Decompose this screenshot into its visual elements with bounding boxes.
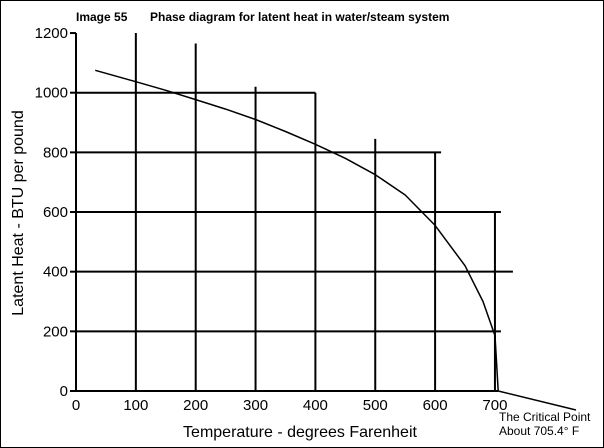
y-tick-label-1000: 1000	[35, 85, 68, 102]
axes	[70, 32, 499, 392]
x-tick-label-0: 0	[72, 397, 80, 414]
series-layer	[94, 69, 499, 392]
x-tick-label-200: 200	[183, 397, 208, 414]
x-tick-labels: 0 100 200 300 400 500 600 700	[72, 397, 508, 414]
series-line-0	[94, 69, 499, 392]
y-tick-label-600: 600	[43, 204, 68, 221]
x-tick-label-700: 700	[482, 397, 507, 414]
y-tick-labels: 0 200 400 600 800 1000 1200	[35, 25, 68, 400]
chart-title: Phase diagram for latent heat in water/s…	[150, 10, 449, 24]
critical-point-label-0: The Critical Point	[499, 410, 591, 424]
x-tick-label-600: 600	[423, 397, 448, 414]
y-axis-label: Latent Heat - BTU per pound	[10, 110, 27, 315]
x-axis-label: Temperature - degrees Farenheit	[183, 424, 417, 441]
chart-title-prefix: Image 55	[76, 10, 128, 24]
y-tick-label-1200: 1200	[35, 25, 68, 42]
y-tick-label-400: 400	[43, 264, 68, 281]
x-tick-label-500: 500	[363, 397, 388, 414]
y-tick-label-0: 0	[60, 383, 68, 400]
x-tick-label-100: 100	[123, 397, 148, 414]
x-tick-label-400: 400	[303, 397, 328, 414]
y-tick-label-200: 200	[43, 323, 68, 340]
grid	[76, 33, 513, 391]
y-tick-label-800: 800	[43, 144, 68, 161]
critical-point-pointer	[498, 390, 577, 411]
critical-point-label-1: About 705.4° F	[499, 424, 579, 438]
x-tick-label-300: 300	[243, 397, 268, 414]
